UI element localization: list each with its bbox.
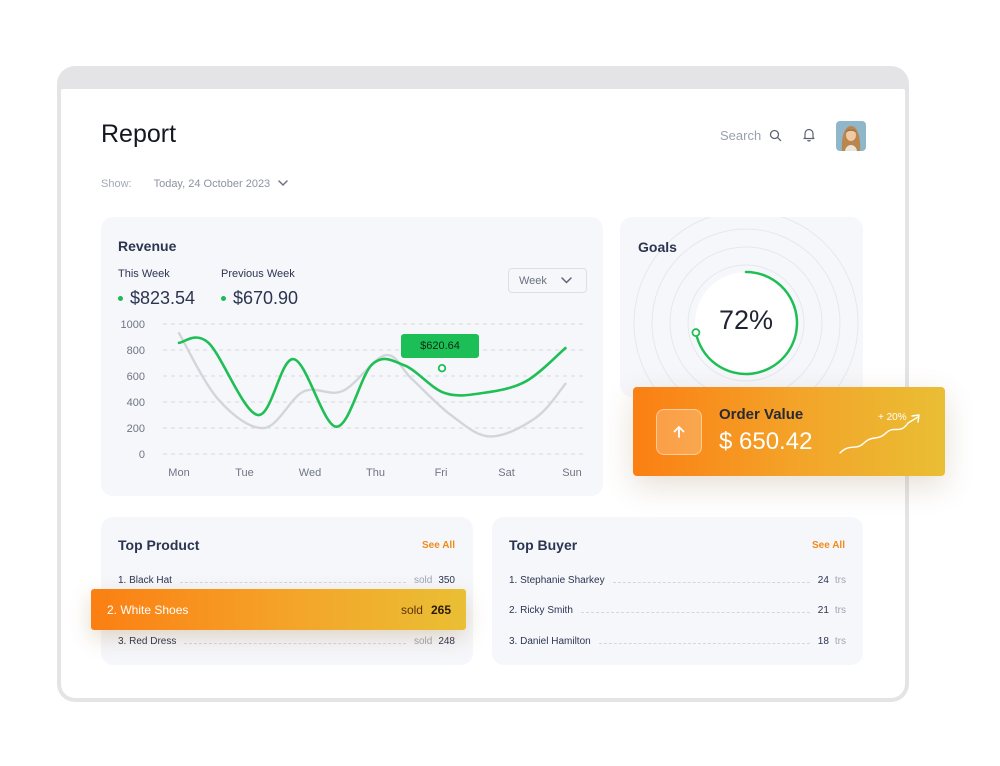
row-leader (184, 642, 406, 644)
previous-week-label: Previous Week (221, 268, 295, 280)
show-label: Show: (101, 178, 132, 190)
goal-percent: 72% (718, 305, 774, 335)
this-week-dot (118, 296, 123, 301)
previous-week-value: $670.90 (221, 288, 298, 309)
row-leader (612, 581, 810, 583)
date-filter: Show: Today, 24 October 2023 (101, 178, 288, 190)
y-tick-label: 0 (139, 449, 145, 461)
period-select-value: Week (519, 274, 547, 287)
list-item[interactable]: 1. Black Hat sold 350 (118, 573, 455, 587)
this-week-amount: $823.54 (130, 288, 196, 308)
product-name: 1. Black Hat (118, 574, 172, 586)
date-dropdown[interactable]: Today, 24 October 2023 (154, 178, 289, 190)
order-value-growth: + 20% (878, 412, 907, 423)
x-tick-label: Wed (299, 467, 321, 479)
bell-icon[interactable] (802, 127, 816, 142)
chevron-down-icon (561, 275, 572, 287)
period-select[interactable]: Week (508, 268, 587, 293)
buyer-unit: trs (834, 574, 846, 586)
goals-rings (633, 217, 859, 397)
buyer-count: 24 (817, 574, 829, 586)
product-name: 2. White Shoes (107, 602, 189, 617)
highlighted-product-row[interactable]: 2. White Shoes sold 265 (91, 589, 466, 630)
y-tick-label: 400 (127, 397, 145, 409)
product-sold-label: sold (413, 574, 433, 586)
buyer-name: 3. Daniel Hamilton (509, 635, 591, 647)
row-leader (179, 581, 406, 583)
product-sold-label: sold (400, 602, 423, 617)
avatar[interactable] (836, 121, 866, 151)
revenue-chart: 1000 800 600 400 200 0 Mon Tue Wed Thu Fri Sat Sun (121, 319, 587, 479)
buyer-name: 2. Ricky Smith (509, 604, 573, 616)
order-value-amount: $ 650.42 (719, 428, 813, 455)
list-item[interactable]: 3. Red Dress sold 248 (118, 634, 455, 648)
arrow-up-icon (656, 409, 702, 455)
x-tick-label: Sun (562, 467, 582, 479)
revenue-card (101, 217, 603, 496)
x-tick-label: Tue (235, 467, 254, 479)
this-week-label: This Week (118, 268, 170, 280)
buyer-name: 1. Stephanie Sharkey (509, 574, 605, 586)
top-buyer-title: Top Buyer (509, 537, 578, 553)
date-value: Today, 24 October 2023 (153, 178, 271, 190)
x-tick-label: Fri (435, 467, 448, 479)
top-buyer-card (492, 517, 863, 665)
buyer-unit: trs (834, 635, 846, 647)
list-item[interactable]: 2. Ricky Smith 21 trs (509, 603, 846, 617)
top-buyer-see-all-link[interactable]: See All (812, 540, 845, 551)
product-sold-count: 265 (430, 602, 451, 617)
product-sold-count: 248 (438, 635, 455, 647)
page-title: Report (101, 120, 177, 148)
order-value-card: Order Value $ 650.42 + 20% (633, 387, 945, 476)
x-tick-label: Thu (366, 467, 385, 479)
order-value-title: Order Value (719, 406, 804, 423)
search-label: Search (720, 128, 762, 143)
y-tick-label: 800 (127, 345, 145, 357)
goals-title: Goals (638, 239, 677, 255)
buyer-count: 18 (817, 635, 829, 647)
product-sold-count: 350 (438, 574, 455, 586)
search-icon (769, 129, 782, 142)
goal-progress-knob (691, 328, 701, 337)
x-tick-label: Mon (168, 467, 189, 479)
this-week-value: $823.54 (118, 288, 195, 309)
previous-week-amount: $670.90 (233, 288, 299, 308)
chevron-down-icon (278, 178, 288, 190)
goals-card (620, 217, 863, 397)
list-item[interactable]: 3. Daniel Hamilton 18 trs (509, 634, 846, 648)
highlight-point[interactable] (437, 364, 447, 373)
previous-week-dot (221, 296, 226, 301)
row-leader (598, 642, 810, 644)
list-item[interactable]: 1. Stephanie Sharkey 24 trs (509, 573, 846, 587)
row-leader (580, 611, 810, 613)
search-button[interactable]: Search (720, 128, 782, 143)
series-line-previous-week (177, 331, 567, 438)
revenue-title: Revenue (118, 238, 177, 254)
product-name: 3. Red Dress (118, 635, 177, 647)
y-tick-label: 1000 (121, 319, 145, 331)
product-sold-label: sold (413, 635, 433, 647)
y-tick-label: 600 (127, 371, 145, 383)
y-tick-label: 200 (127, 423, 145, 435)
top-product-see-all-link[interactable]: See All (422, 540, 455, 551)
x-tick-label: Sat (498, 467, 515, 479)
chart-tooltip: $620.64 (401, 334, 479, 358)
buyer-unit: trs (834, 604, 846, 616)
goal-progress-arc (694, 270, 799, 376)
series-line-this-week (177, 336, 567, 428)
top-product-title: Top Product (118, 537, 200, 553)
buyer-count: 21 (817, 604, 829, 616)
order-sparkline (839, 414, 920, 454)
